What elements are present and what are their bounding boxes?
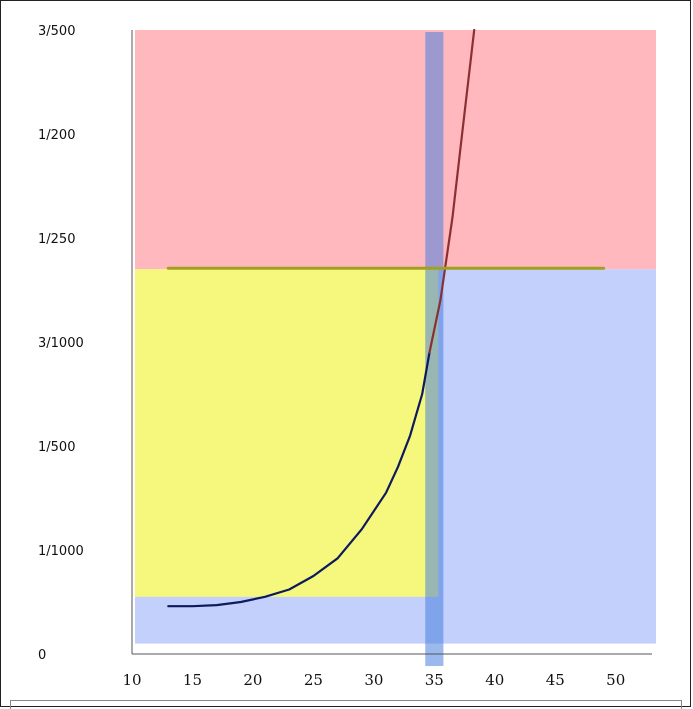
x-tick-label: 50	[606, 671, 625, 689]
x-tick-label: 45	[546, 671, 565, 689]
y-tick-label: 1/200	[38, 128, 75, 143]
y-tick-label: 1/500	[38, 440, 75, 455]
y-tick-label: 1/250	[38, 232, 75, 247]
x-tick-label: 20	[243, 671, 262, 689]
y-tick-label: 0	[38, 648, 46, 663]
vertical-band	[425, 32, 444, 666]
high-risk-zone	[135, 30, 656, 270]
series-line-2	[428, 28, 476, 354]
x-tick-label: 10	[122, 671, 141, 689]
safe-zone	[135, 269, 439, 597]
x-tick-label: 30	[364, 671, 383, 689]
x-tick-label: 25	[304, 671, 323, 689]
y-tick-label: 1/1000	[38, 544, 84, 559]
y-tick-label: 3/1000	[38, 336, 84, 351]
y-tick-label: 3/500	[38, 24, 75, 39]
scroll-strip	[10, 700, 682, 709]
x-tick-label: 35	[425, 671, 444, 689]
x-tick-label: 15	[183, 671, 202, 689]
x-tick-label: 40	[485, 671, 504, 689]
series-line-1	[167, 351, 431, 608]
